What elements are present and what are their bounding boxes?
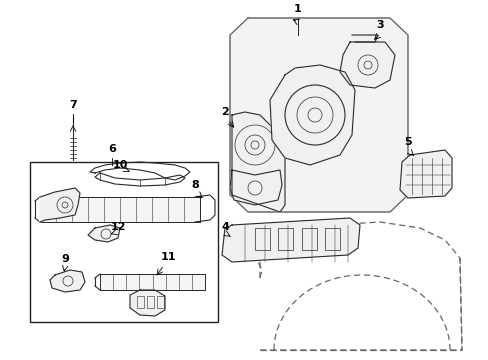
Bar bbox=[278, 228, 292, 250]
Polygon shape bbox=[222, 218, 359, 262]
Polygon shape bbox=[229, 170, 282, 205]
Text: 1: 1 bbox=[293, 4, 301, 14]
Bar bbox=[254, 228, 269, 250]
Polygon shape bbox=[351, 35, 377, 42]
Text: 10: 10 bbox=[112, 160, 127, 170]
Polygon shape bbox=[50, 270, 85, 292]
Bar bbox=[325, 228, 339, 250]
Polygon shape bbox=[40, 188, 80, 222]
Bar bbox=[40, 197, 200, 222]
Text: 4: 4 bbox=[221, 222, 228, 232]
Text: 12: 12 bbox=[110, 222, 125, 232]
Bar bbox=[100, 274, 204, 290]
Bar bbox=[147, 296, 154, 308]
Polygon shape bbox=[269, 65, 354, 165]
Text: 5: 5 bbox=[404, 137, 411, 147]
Text: 11: 11 bbox=[160, 252, 175, 262]
Text: 3: 3 bbox=[375, 20, 383, 30]
Polygon shape bbox=[399, 150, 451, 198]
Polygon shape bbox=[88, 225, 120, 242]
Bar bbox=[137, 296, 143, 308]
Polygon shape bbox=[130, 290, 164, 316]
Bar bbox=[30, 162, 218, 322]
Polygon shape bbox=[229, 18, 407, 212]
Polygon shape bbox=[231, 112, 285, 212]
Text: 8: 8 bbox=[191, 180, 199, 190]
Text: 7: 7 bbox=[69, 100, 77, 110]
Text: 2: 2 bbox=[221, 107, 228, 117]
Text: 6: 6 bbox=[108, 144, 116, 154]
Bar bbox=[157, 296, 163, 308]
Polygon shape bbox=[339, 42, 394, 88]
Text: 9: 9 bbox=[61, 254, 69, 264]
Bar bbox=[302, 228, 316, 250]
